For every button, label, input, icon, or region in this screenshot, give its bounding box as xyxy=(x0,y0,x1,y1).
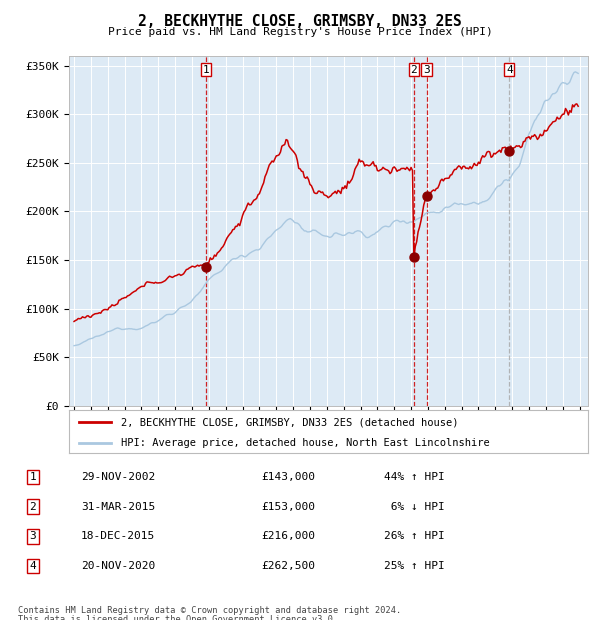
Text: 2: 2 xyxy=(410,64,417,74)
Text: £262,500: £262,500 xyxy=(261,561,315,571)
Text: 4: 4 xyxy=(29,561,37,571)
Text: 29-NOV-2002: 29-NOV-2002 xyxy=(81,472,155,482)
Text: 44% ↑ HPI: 44% ↑ HPI xyxy=(384,472,445,482)
Text: 31-MAR-2015: 31-MAR-2015 xyxy=(81,502,155,512)
Text: 2, BECKHYTHE CLOSE, GRIMSBY, DN33 2ES: 2, BECKHYTHE CLOSE, GRIMSBY, DN33 2ES xyxy=(138,14,462,29)
Text: 3: 3 xyxy=(423,64,430,74)
Text: 3: 3 xyxy=(29,531,37,541)
Text: £216,000: £216,000 xyxy=(261,531,315,541)
Text: 1: 1 xyxy=(29,472,37,482)
Text: £143,000: £143,000 xyxy=(261,472,315,482)
Text: 25% ↑ HPI: 25% ↑ HPI xyxy=(384,561,445,571)
Text: 6% ↓ HPI: 6% ↓ HPI xyxy=(384,502,445,512)
Text: Price paid vs. HM Land Registry's House Price Index (HPI): Price paid vs. HM Land Registry's House … xyxy=(107,27,493,37)
Text: 20-NOV-2020: 20-NOV-2020 xyxy=(81,561,155,571)
Text: 4: 4 xyxy=(506,64,513,74)
Text: 1: 1 xyxy=(203,64,209,74)
Text: 26% ↑ HPI: 26% ↑ HPI xyxy=(384,531,445,541)
Text: 2, BECKHYTHE CLOSE, GRIMSBY, DN33 2ES (detached house): 2, BECKHYTHE CLOSE, GRIMSBY, DN33 2ES (d… xyxy=(121,417,458,427)
Text: This data is licensed under the Open Government Licence v3.0.: This data is licensed under the Open Gov… xyxy=(18,615,338,620)
Text: Contains HM Land Registry data © Crown copyright and database right 2024.: Contains HM Land Registry data © Crown c… xyxy=(18,606,401,616)
Text: £153,000: £153,000 xyxy=(261,502,315,512)
Text: HPI: Average price, detached house, North East Lincolnshire: HPI: Average price, detached house, Nort… xyxy=(121,438,490,448)
Text: 2: 2 xyxy=(29,502,37,512)
Text: 18-DEC-2015: 18-DEC-2015 xyxy=(81,531,155,541)
